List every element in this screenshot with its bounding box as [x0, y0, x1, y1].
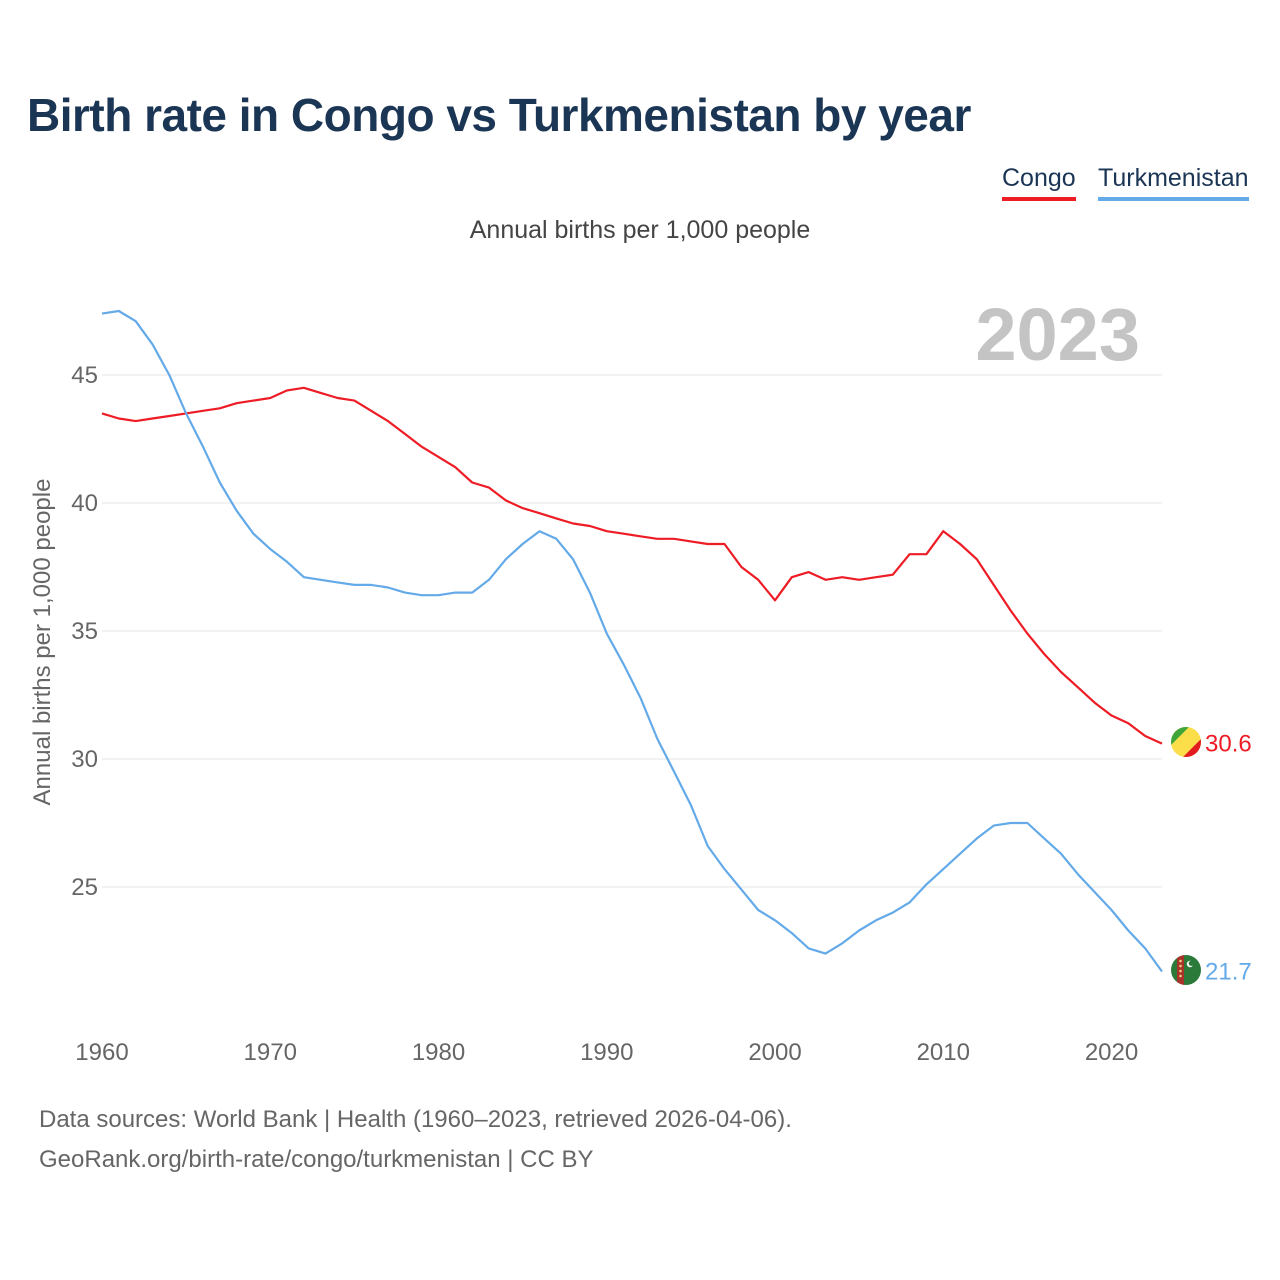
y-tick-label: 45 [71, 362, 98, 389]
end-labels: 30.6 21.7 [1205, 731, 1252, 986]
series-line-turkmenistan [101, 309, 1163, 973]
y-axis-label: Annual births per 1,000 people [29, 479, 56, 806]
x-tick-label: 1970 [244, 1039, 297, 1066]
x-tick-label: 2000 [748, 1039, 801, 1066]
x-tick-label: 1980 [412, 1039, 465, 1066]
x-tick-label: 1990 [580, 1039, 633, 1066]
chart-subtitle: Annual births per 1,000 people [469, 216, 811, 244]
legend-label-congo: Congo [1002, 164, 1076, 192]
source-line-1: Data sources: World Bank | Health (1960–… [39, 1106, 792, 1133]
chart-title: Birth rate in Congo vs Turkmenistan by y… [27, 89, 971, 141]
x-tick-label: 2010 [917, 1039, 970, 1066]
x-axis-ticks: 1960 1970 1980 1990 2000 2010 2020 [75, 1039, 1138, 1066]
grid-lines [102, 374, 1162, 888]
y-tick-label: 40 [71, 490, 98, 517]
line-chart: 2023 25 30 35 40 45 1960 1970 1980 1990 2000 2010… [29, 293, 1252, 1066]
source-line-2[interactable]: GeoRank.org/birth-rate/congo/turkmenista… [39, 1146, 594, 1173]
legend-label-turkmenistan: Turkmenistan [1098, 164, 1249, 192]
end-label-turkmenistan: 21.7 [1205, 958, 1252, 985]
series-lines [101, 309, 1163, 973]
y-axis-ticks: 25 30 35 40 45 [71, 362, 98, 901]
y-tick-label: 35 [71, 618, 98, 645]
congo-flag-icon [1171, 727, 1201, 757]
x-tick-label: 1960 [75, 1039, 128, 1066]
legend-item-congo[interactable]: Congo [1002, 164, 1076, 201]
legend-item-turkmenistan[interactable]: Turkmenistan [1098, 164, 1249, 201]
year-watermark: 2023 [975, 293, 1140, 376]
turkmenistan-flag-icon [1171, 955, 1201, 985]
y-tick-label: 25 [71, 874, 98, 901]
x-tick-label: 2020 [1085, 1039, 1138, 1066]
series-line-congo [101, 386, 1163, 745]
y-tick-label: 30 [71, 746, 98, 773]
end-label-congo: 30.6 [1205, 731, 1252, 758]
